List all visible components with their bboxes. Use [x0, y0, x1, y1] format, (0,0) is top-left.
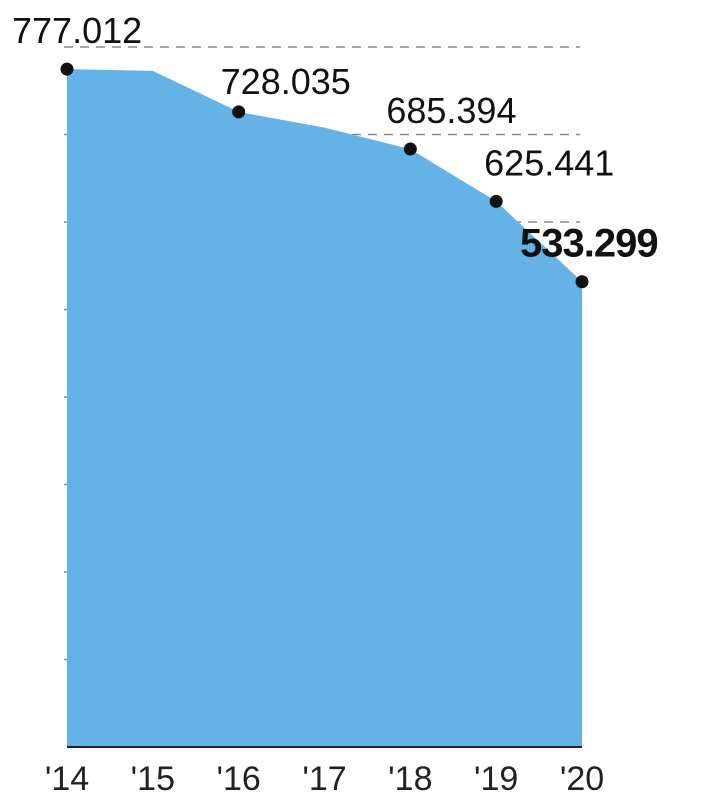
data-labels: 777.012 728.035 685.394 625.441 533.299	[12, 10, 659, 266]
x-tick-label: '14	[45, 760, 89, 798]
data-point	[403, 142, 417, 156]
x-tick-label: '20	[560, 760, 604, 798]
data-point	[232, 105, 246, 119]
data-point	[60, 62, 74, 76]
data-label: 777.012	[12, 10, 142, 51]
x-tick-label: '16	[217, 760, 261, 798]
x-tick-label: '19	[474, 760, 518, 798]
data-label: 728.035	[221, 61, 351, 102]
x-axis-tick-labels: '14 '15 '16 '17 '18 '19 '20	[45, 760, 604, 798]
x-tick-label: '17	[302, 760, 346, 798]
data-point	[575, 275, 589, 289]
data-point-markers	[60, 62, 589, 289]
x-tick-label: '18	[388, 760, 432, 798]
data-label: 533.299	[520, 222, 658, 266]
data-label: 625.441	[484, 142, 614, 183]
area-series	[67, 69, 582, 748]
data-point	[489, 194, 503, 208]
data-label: 685.394	[386, 90, 516, 131]
x-tick-label: '15	[131, 760, 175, 798]
